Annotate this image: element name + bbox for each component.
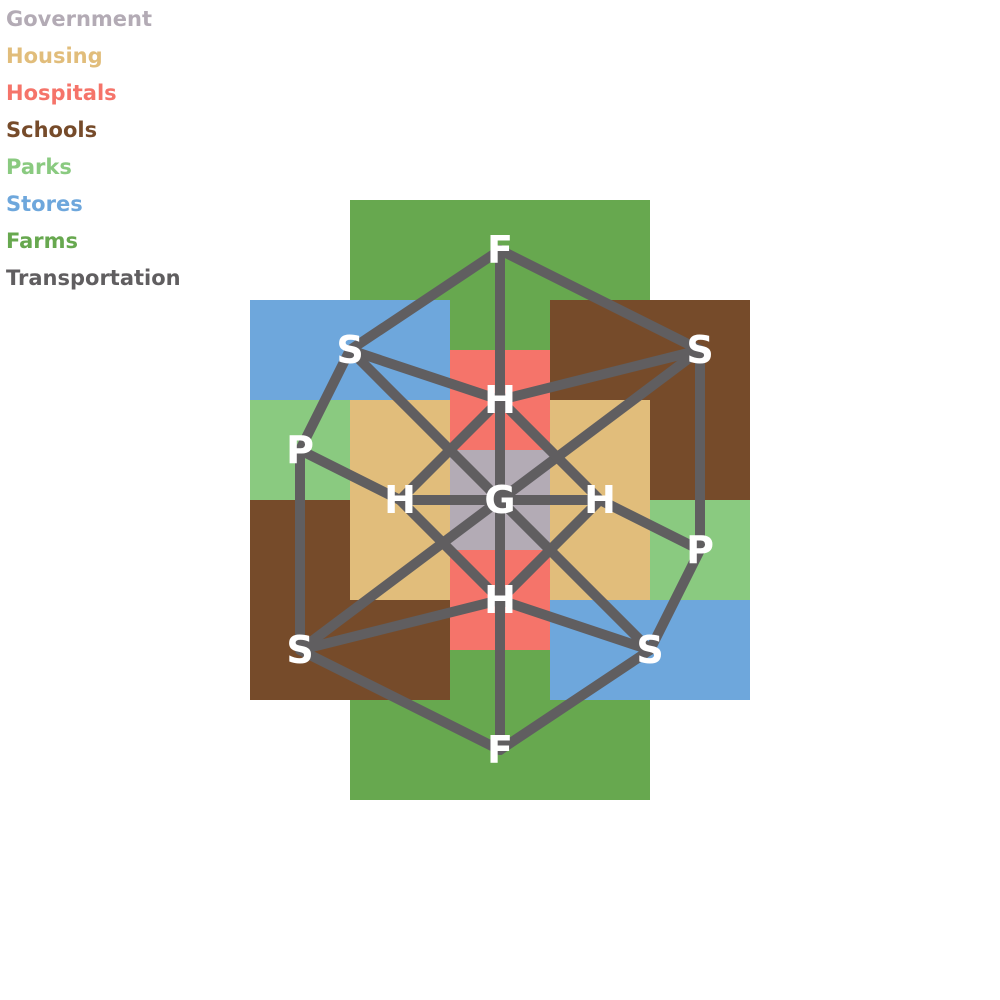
- road-h_right-h_bottom: [495, 495, 605, 605]
- node-h-bottom: H: [484, 578, 516, 622]
- legend: Government Housing Hospitals Schools Par…: [6, 4, 181, 300]
- road-h_top-h_left: [395, 395, 505, 505]
- node-h-left: H: [384, 478, 416, 522]
- node-s-sw: S: [286, 628, 313, 672]
- node-f-top: F: [487, 228, 513, 272]
- road-s_nw-p_left: [295, 345, 355, 455]
- road-f_top-s_nw: [345, 245, 505, 355]
- road-h_top-h_right: [495, 395, 605, 505]
- transportation-network: [295, 245, 705, 755]
- road-p_left-h_left: [295, 445, 405, 505]
- legend-item-schools: Schools: [6, 118, 98, 142]
- road-s_nw-g: [345, 345, 505, 505]
- road-s_sw-h_bottom: [295, 595, 505, 655]
- legend-item-farms: Farms: [6, 229, 79, 253]
- legend-item-government: Government: [6, 7, 153, 31]
- node-g: G: [484, 478, 515, 522]
- node-p-right: P: [686, 528, 714, 572]
- road-s_se-f_bottom: [495, 645, 655, 755]
- legend-item-parks: Parks: [6, 155, 72, 179]
- road-s_ne-g: [495, 345, 705, 505]
- road-f_top-s_ne: [495, 245, 705, 355]
- road-h_left-h_bottom: [395, 495, 505, 605]
- node-labels: G H H H H F F S S S S P P: [286, 228, 714, 772]
- node-s-se: S: [636, 628, 663, 672]
- node-s-ne: S: [686, 328, 713, 372]
- node-f-bottom: F: [487, 728, 513, 772]
- legend-item-stores: Stores: [6, 192, 83, 216]
- road-s_nw-h_top: [345, 345, 505, 405]
- road-s_se-h_bottom: [495, 595, 655, 655]
- node-p-left: P: [286, 428, 314, 472]
- road-p_right-s_se: [645, 545, 705, 655]
- road-g-s_se: [495, 495, 655, 655]
- road-p_right-h_right: [595, 495, 705, 555]
- node-h-right: H: [584, 478, 616, 522]
- road-s_ne-h_top: [495, 345, 705, 405]
- road-s_sw-f_bottom: [295, 645, 505, 755]
- legend-item-housing: Housing: [6, 44, 103, 68]
- legend-item-transportation: Transportation: [6, 266, 181, 290]
- node-s-nw: S: [336, 328, 363, 372]
- road-g-s_sw: [295, 495, 505, 655]
- legend-item-hospitals: Hospitals: [6, 81, 117, 105]
- node-h-top: H: [484, 378, 516, 422]
